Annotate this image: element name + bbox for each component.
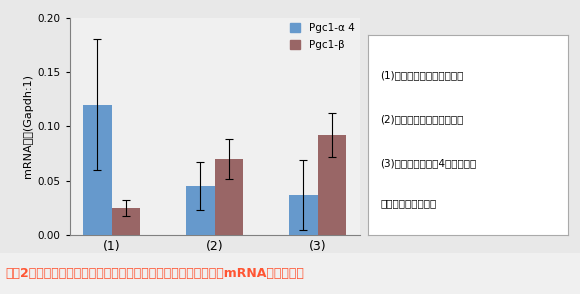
Bar bbox=[111, 208, 140, 235]
Text: （運動なし）: （運動なし） bbox=[380, 198, 437, 208]
Bar bbox=[83, 105, 111, 235]
Text: 【噣2：運動及び梅果実成分による筋肉形態に関連する遺伝子（mRNA）の変化】: 【噣2：運動及び梅果実成分による筋肉形態に関連する遺伝子（mRNA）の変化】 bbox=[6, 267, 304, 280]
Bar bbox=[215, 159, 244, 235]
Text: (2)　通常飼料＋有酸素運動: (2) 通常飼料＋有酸素運動 bbox=[380, 114, 463, 124]
Legend: Pgc1-α 4, Pgc1-β: Pgc1-α 4, Pgc1-β bbox=[286, 19, 358, 54]
Bar bbox=[186, 186, 215, 235]
Y-axis label: mRNA発現(Gapdh:1): mRNA発現(Gapdh:1) bbox=[23, 74, 33, 178]
Bar bbox=[318, 135, 346, 235]
Bar bbox=[289, 195, 318, 235]
Text: (1)　通常飼料（運動なし）: (1) 通常飼料（運動なし） bbox=[380, 70, 463, 80]
Text: (3)　梅果実成分を4％含む飼料: (3) 梅果実成分を4％含む飼料 bbox=[380, 158, 477, 168]
